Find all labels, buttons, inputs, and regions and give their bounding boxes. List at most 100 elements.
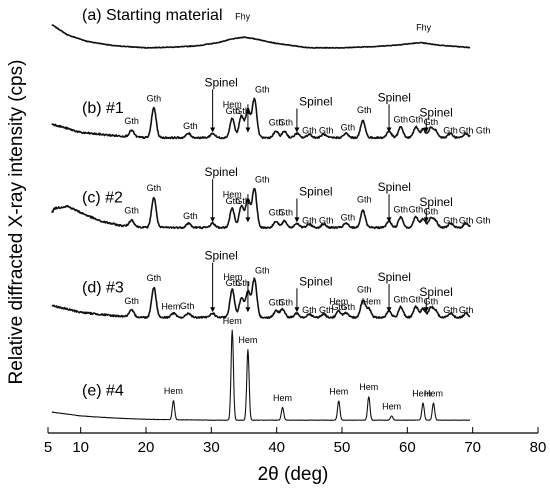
peak-label: Hem [223,190,242,200]
peak-label: Gth [331,302,346,312]
series-line [51,24,471,49]
spinel-arrowhead [245,217,251,223]
spinel-arrowhead [386,127,392,133]
spinel-label: Spinel [299,274,332,288]
peak-label: Gth [409,294,424,304]
spinel-label: Spinel [378,180,411,194]
peak-label: Gth [235,106,250,116]
peak-label: Gth [459,305,474,315]
x-tick-label: 40 [268,439,285,456]
peak-label: Hem [424,389,443,399]
peak-label: Hem [238,335,257,345]
peak-label: Gth [341,122,356,132]
series-line [51,329,471,421]
spinel-arrowhead [245,307,251,313]
spinel-label: Spinel [204,249,237,263]
peak-label: Gth [183,121,198,131]
peak-label: Fhy [416,22,432,32]
spinel-arrowhead [386,307,392,313]
spinel-label: Spinel [419,105,452,119]
peak-label: Gth [319,125,334,135]
peak-label: Gth [124,206,139,216]
series-line [51,97,471,140]
peak-label: Hem [329,386,348,396]
series-line [51,187,471,230]
spinel-label: Spinel [204,165,237,179]
spinel-label: Spinel [299,184,332,198]
peak-label: Gth [279,118,294,128]
peak-label: Hem [223,316,242,326]
series-line [51,277,471,319]
x-tick-label: 60 [399,439,416,456]
spinel-arrowhead [423,307,429,313]
spinel-arrowhead [210,127,216,133]
series-label: (e) #4 [82,382,124,399]
peak-label: Gth [279,297,294,307]
x-tick-label: 30 [203,439,220,456]
peak-label: Gth [226,106,241,116]
spinel-label: Spinel [378,90,411,104]
spinel-label: Spinel [419,285,452,299]
peak-label: Gth [255,265,270,275]
peak-label: Hem [329,297,348,307]
peak-label: Gth [443,305,458,315]
spinel-arrowhead [423,217,429,223]
axes: 5 10 20 30 40 50 60 70 80 [44,427,547,456]
series-label: (b) #1 [82,100,124,117]
x-axis-label: 2θ (deg) [258,464,329,485]
peak-label: Gth [459,215,474,225]
peak-label: Hem [273,393,292,403]
peak-label: Gth [357,285,372,295]
peak-label: Gth [394,205,409,215]
series-label: (d) #3 [82,280,124,297]
peak-label: Gth [319,215,334,225]
peak-label: Gth [443,215,458,225]
peak-label: Gth [341,302,356,312]
peak-label: Gth [235,278,250,288]
spinel-label: Spinel [299,95,332,109]
spinel-arrowhead [294,307,300,313]
peak-label: Gth [180,301,195,311]
peak-label: Gth [357,105,372,115]
peak-label: Gth [226,196,241,206]
series-label: (a) Starting material [82,7,223,24]
spinel-arrowhead [245,127,251,133]
peak-label: Gth [269,118,284,128]
series-label: (c) #2 [82,190,123,207]
peak-label: Gth [476,215,491,225]
peak-label: Gth [147,93,162,103]
peak-label: Gth [424,207,439,217]
diffraction-traces [51,24,471,421]
spinel-arrowhead [423,127,429,133]
peak-label: Gth [183,211,198,221]
spinel-label: Spinel [204,75,237,89]
x-tick-label: 5 [44,439,52,456]
spinel-arrowhead [386,217,392,223]
peak-label: Gth [409,205,424,215]
peak-label: Gth [409,115,424,125]
peak-label: Hem [362,297,381,307]
peak-label: Hem [223,272,242,282]
peak-label: Gth [443,125,458,135]
peak-label: Hem [161,302,180,312]
peak-label: Gth [226,278,241,288]
x-tick-label: 20 [138,439,155,456]
peak-label: Gth [269,208,284,218]
spinel-arrowhead [294,217,300,223]
peak-label: Gth [341,212,356,222]
x-tick-label: 50 [334,439,351,456]
peak-label: Gth [302,305,317,315]
peak-label: Gth [147,273,162,283]
peak-label: Gth [357,195,372,205]
spinel-arrowhead [210,307,216,313]
peak-label: Gth [255,85,270,95]
peak-label: Gth [424,117,439,127]
peak-label: Gth [394,294,409,304]
peak-label: Gth [147,183,162,193]
x-tick-label: 80 [530,439,547,456]
peak-label: Hem [359,382,378,392]
peak-label: Gth [124,296,139,306]
peak-label: Gth [459,125,474,135]
spinel-label: Spinel [419,195,452,209]
